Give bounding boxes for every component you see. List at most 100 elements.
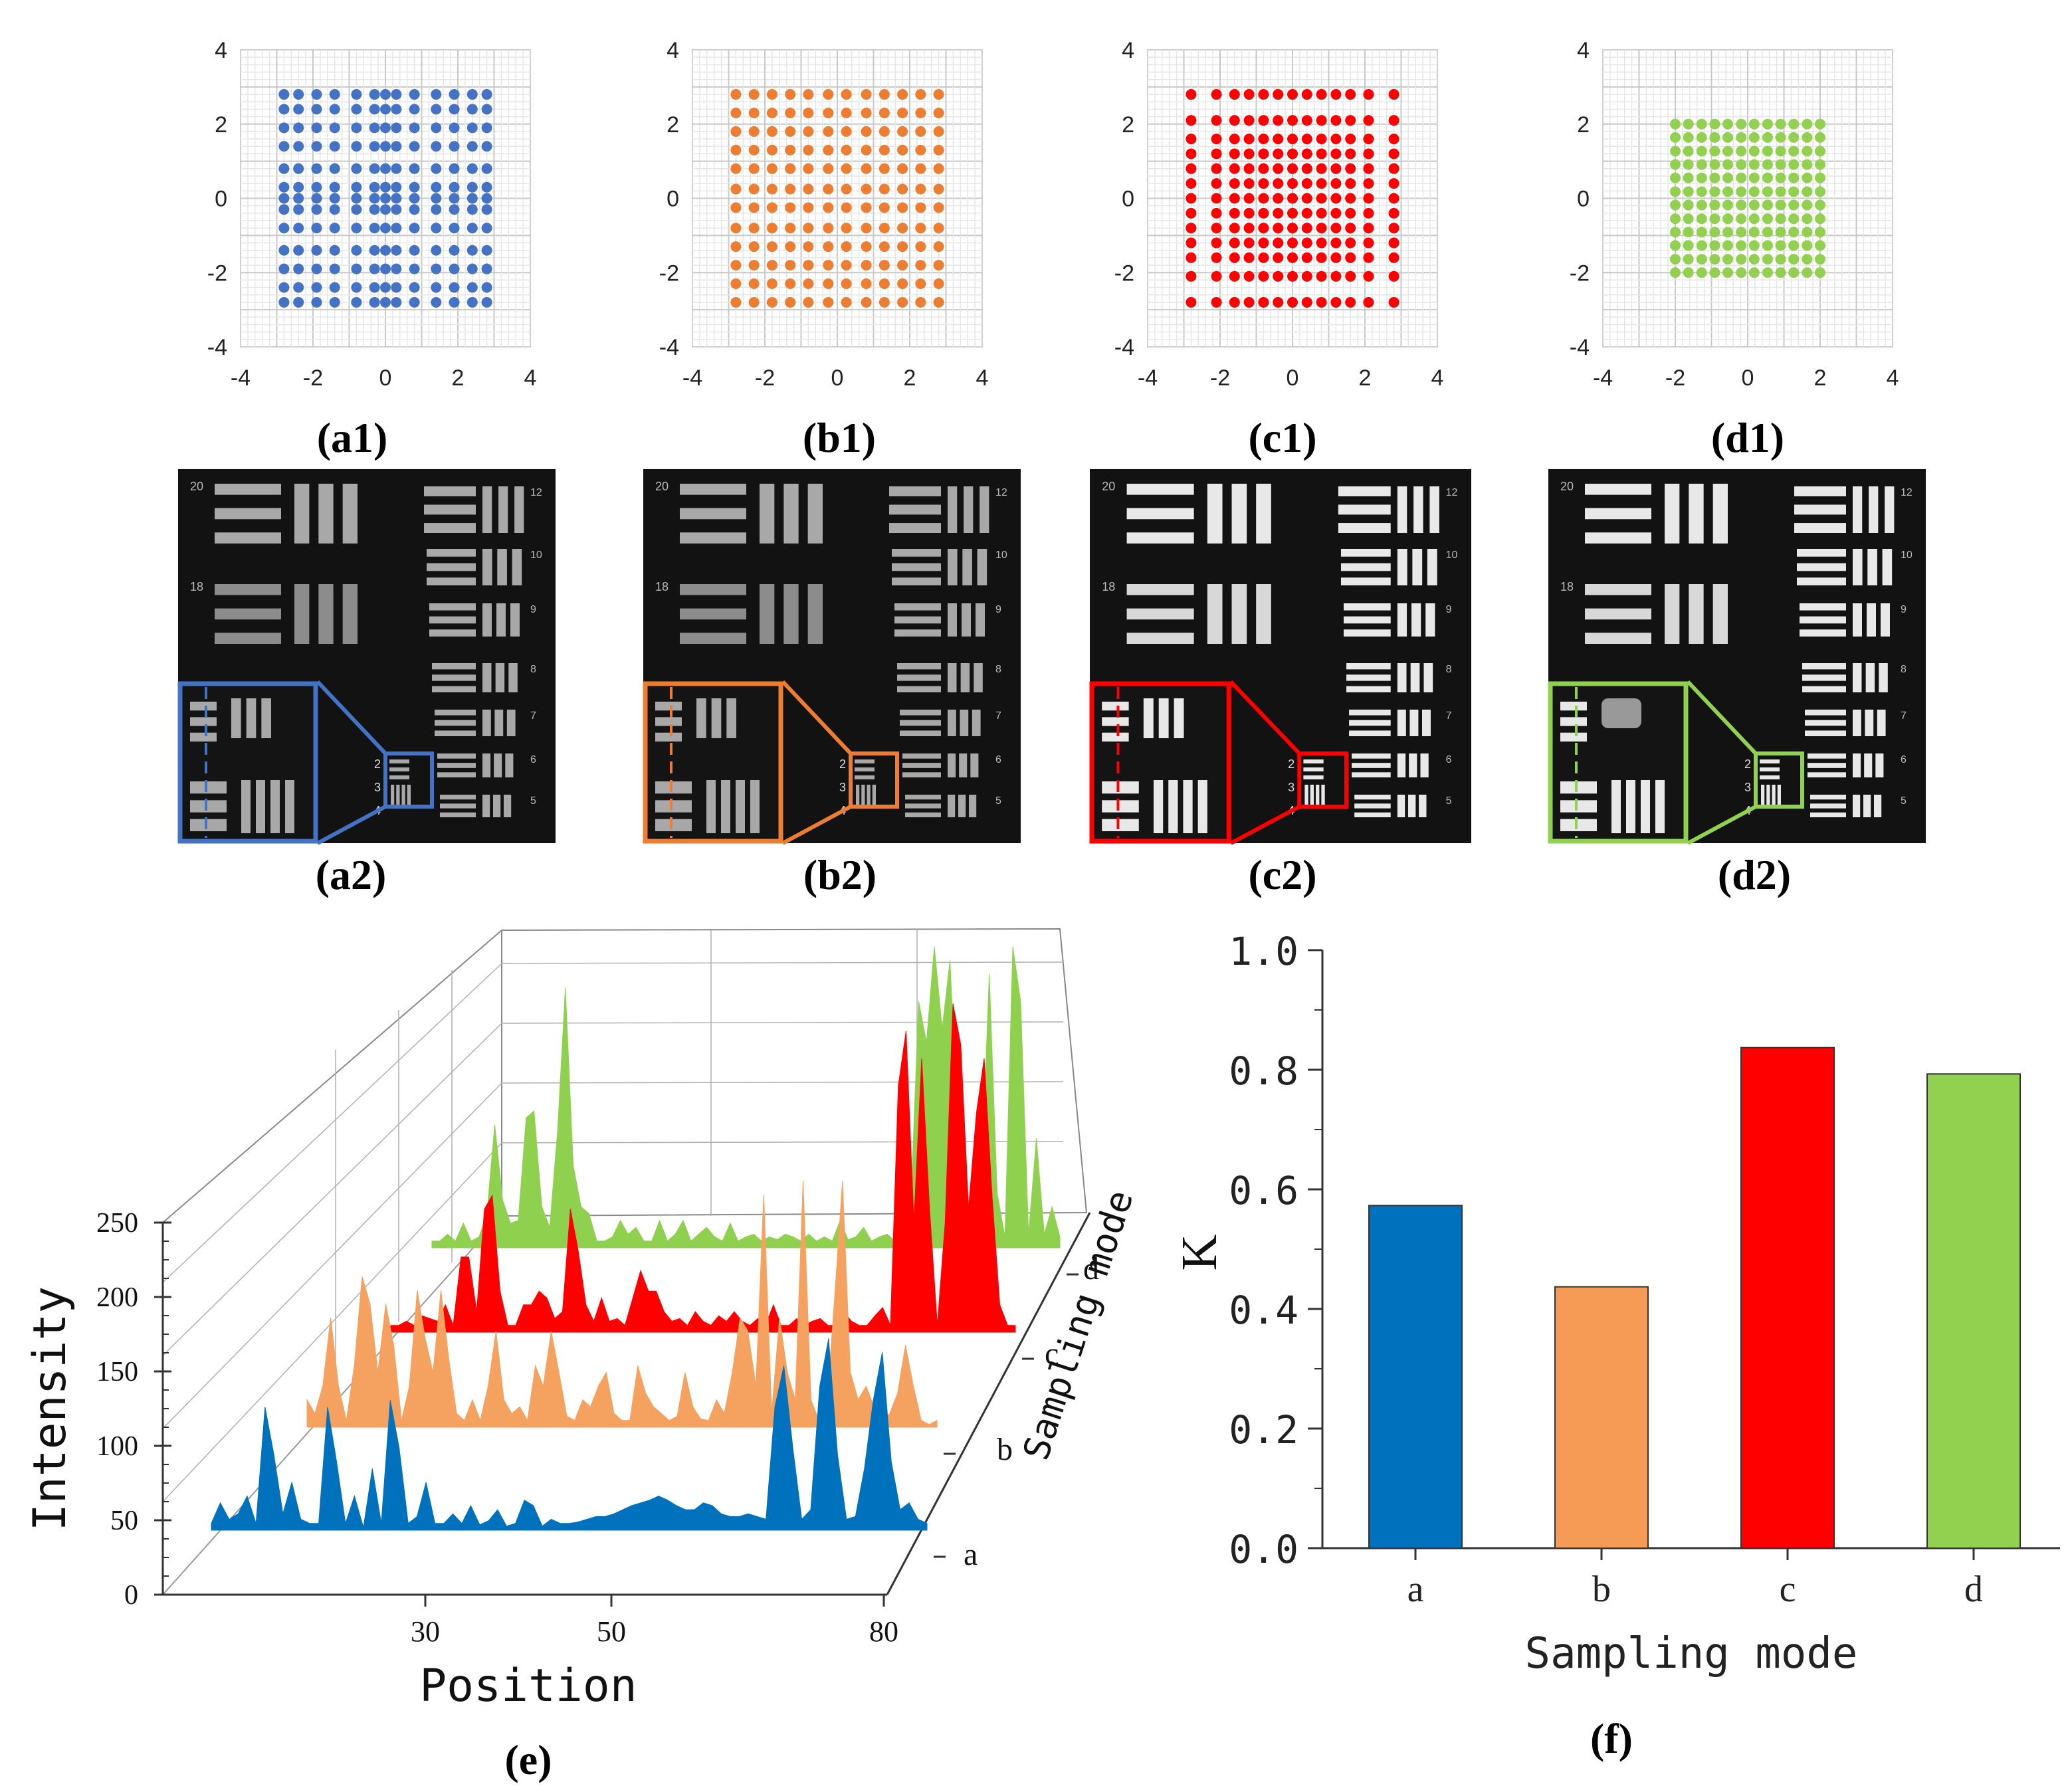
data-point — [803, 260, 814, 271]
data-point — [1709, 132, 1720, 143]
data-point — [380, 141, 391, 152]
data-point — [1345, 163, 1356, 174]
data-point — [766, 241, 777, 252]
usaf-bar-horizontal — [889, 486, 941, 496]
data-point — [1345, 193, 1356, 204]
inset-bar-horizontal — [190, 702, 217, 711]
data-point — [803, 126, 814, 137]
data-point — [1316, 115, 1327, 126]
usaf-bar-vertical — [391, 785, 395, 805]
data-point — [1788, 186, 1800, 197]
inset-bar-vertical — [1143, 698, 1154, 738]
usaf-bar-vertical — [1425, 603, 1435, 637]
data-point — [293, 296, 304, 308]
usaf-bar-horizontal — [894, 616, 941, 624]
data-point — [1683, 146, 1694, 157]
data-point — [823, 144, 834, 155]
usaf-bar-horizontal — [1802, 674, 1846, 681]
y-tick-label: -2 — [1570, 260, 1590, 286]
data-point — [823, 202, 834, 213]
data-point — [369, 245, 380, 256]
usaf-bar-vertical — [503, 795, 512, 817]
y-tick-label: 50 — [110, 1506, 138, 1536]
data-point — [409, 296, 420, 308]
f-y-axis-label: K — [1172, 1234, 1227, 1270]
data-point — [803, 144, 814, 155]
data-point — [278, 104, 290, 115]
data-point — [1287, 193, 1298, 204]
data-point — [466, 204, 478, 215]
data-point — [1363, 207, 1374, 219]
usaf-bar-horizontal — [897, 674, 941, 681]
inset-bar-vertical — [750, 780, 760, 833]
data-point — [823, 183, 834, 195]
usaf-bar-vertical — [482, 753, 491, 777]
data-point — [1709, 240, 1720, 251]
usaf-bar-vertical — [495, 663, 505, 692]
usaf-bar-vertical — [972, 710, 981, 736]
y-tick-label: -2 — [207, 260, 227, 286]
data-point — [785, 183, 796, 195]
data-point — [1186, 193, 1197, 204]
data-point — [915, 163, 926, 174]
data-point — [1775, 118, 1786, 130]
usaf-bar-vertical — [974, 663, 983, 692]
data-point — [1388, 296, 1399, 308]
data-point — [329, 122, 340, 134]
usaf-bar-horizontal — [1303, 775, 1324, 779]
inset-bar-vertical — [711, 698, 722, 738]
data-point — [1243, 252, 1255, 263]
usaf-bar-horizontal — [1343, 603, 1391, 611]
data-point — [409, 163, 420, 174]
usaf-bar-vertical — [1231, 584, 1247, 644]
data-point — [879, 296, 890, 308]
x-tick-label: -2 — [1210, 365, 1230, 391]
data-point — [1670, 159, 1681, 170]
data-point — [1287, 270, 1298, 282]
data-point — [915, 144, 926, 155]
data-point — [803, 278, 814, 290]
usaf-bar-horizontal — [440, 812, 476, 817]
data-point — [1316, 296, 1327, 308]
data-point — [1258, 223, 1269, 234]
data-point — [1683, 199, 1694, 211]
x-tick-label: 4 — [524, 365, 537, 391]
inset-bar-horizontal — [190, 732, 217, 742]
y-tick-label: 4 — [667, 38, 679, 63]
data-point — [1696, 254, 1707, 265]
usaf-bar-horizontal — [389, 759, 409, 763]
data-point — [449, 223, 460, 234]
data-point — [1709, 146, 1720, 157]
e-y-axis-label: Intensity — [24, 1286, 76, 1531]
usaf-bar-horizontal — [1338, 523, 1391, 533]
data-point — [879, 107, 890, 118]
data-point — [1388, 163, 1399, 174]
x-tick-label: 0 — [831, 365, 844, 391]
data-point — [785, 89, 796, 100]
data-point — [1273, 252, 1284, 263]
data-point — [1788, 132, 1800, 143]
panel-label-d2: (d2) — [1718, 851, 1791, 898]
bar-chart-f: 0.0 0.2 0.4 0.6 0.8 1.0 a b c d — [1229, 929, 2060, 1610]
data-point — [1815, 240, 1825, 251]
x-tick-label: -4 — [231, 365, 251, 391]
usaf-group-number: 9 — [1446, 604, 1452, 615]
data-point — [409, 89, 420, 100]
usaf-bar-vertical — [1409, 753, 1417, 777]
data-point — [449, 282, 460, 293]
data-point — [1670, 118, 1681, 130]
usaf-bar-horizontal — [1794, 504, 1846, 515]
data-point — [1229, 223, 1240, 234]
data-point — [1211, 134, 1222, 145]
data-point — [481, 263, 492, 274]
usaf-bar-vertical — [970, 753, 979, 777]
usaf-bar-horizontal — [432, 663, 476, 670]
usaf-bar-horizontal — [1585, 608, 1651, 620]
zoom-connector-line — [781, 680, 853, 755]
data-point — [431, 104, 442, 115]
data-point — [466, 181, 478, 193]
e-x-axis-label: Position — [419, 1660, 637, 1712]
data-point — [933, 126, 944, 137]
usaf-bar-vertical — [1712, 484, 1728, 544]
data-point — [785, 163, 796, 174]
